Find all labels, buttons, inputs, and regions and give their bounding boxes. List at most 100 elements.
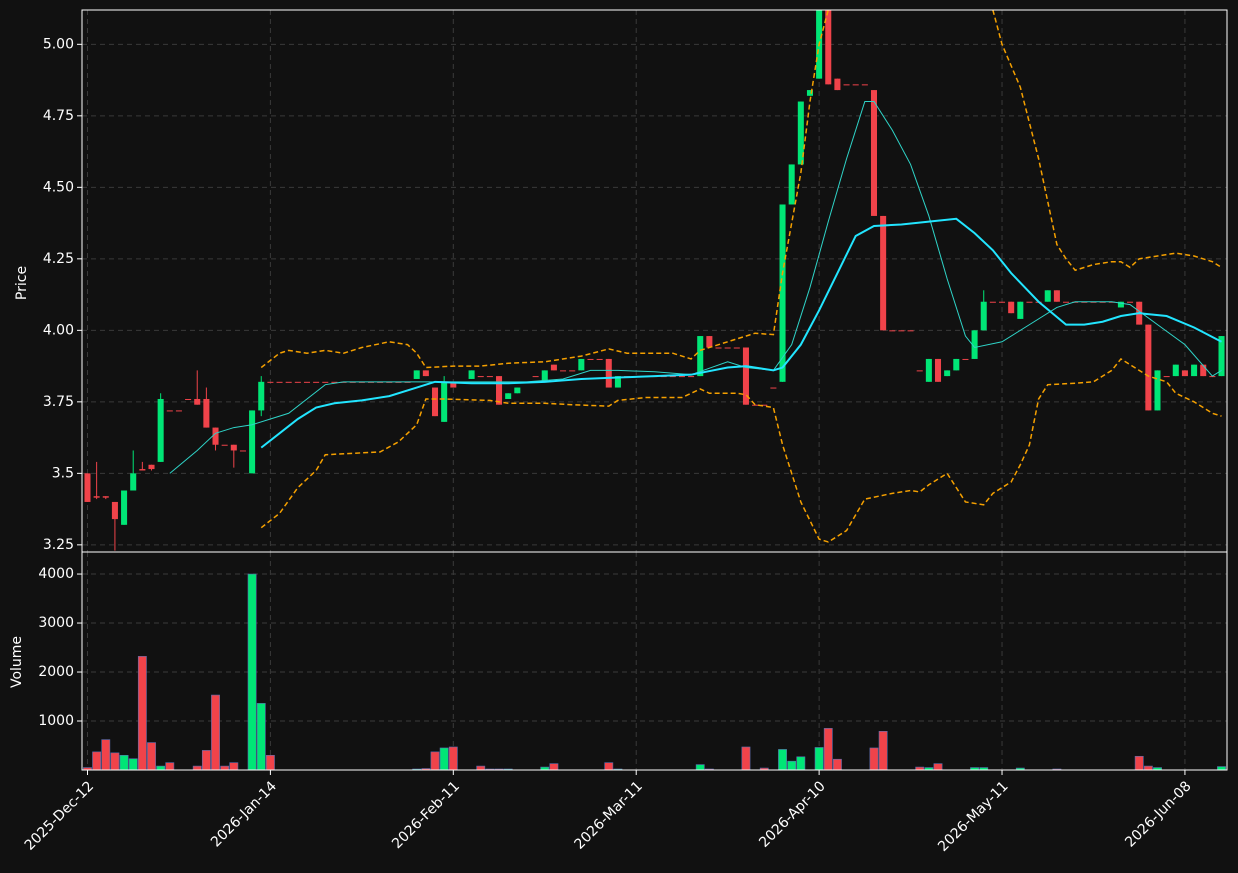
- candle-body: [1044, 290, 1051, 302]
- y-tick-label: 5.00: [43, 36, 74, 52]
- candle-body: [486, 376, 493, 378]
- volume-bar: [265, 755, 275, 771]
- candle-body: [971, 330, 978, 359]
- candle-body: [962, 358, 969, 360]
- candle-body: [999, 301, 1006, 303]
- volume-bar: [695, 764, 705, 771]
- candle-body: [560, 370, 567, 372]
- candle-body: [870, 90, 878, 216]
- candle-body: [313, 381, 320, 383]
- candle-body: [861, 84, 868, 86]
- candle-body: [697, 336, 704, 377]
- volume-bar: [1143, 765, 1153, 771]
- candle-body: [825, 10, 832, 85]
- candle-body: [596, 358, 603, 360]
- volume-bar: [430, 751, 440, 771]
- candle-body: [688, 376, 695, 378]
- candle-body: [230, 444, 237, 451]
- volume-axis-label: Volume: [9, 636, 25, 688]
- candle-body: [285, 381, 292, 383]
- y-tick-label: 4.00: [43, 322, 74, 338]
- y-axis-label: Price: [14, 266, 30, 300]
- volume-bar: [796, 756, 806, 771]
- candle-body: [175, 410, 182, 412]
- candle-body: [614, 376, 621, 388]
- candle-body: [477, 376, 484, 378]
- candle-body: [761, 404, 768, 406]
- y-tick-label: 4.50: [43, 179, 74, 195]
- volume-tick-label: 1000: [38, 713, 74, 729]
- candle-body: [880, 215, 887, 331]
- candle-body: [331, 381, 338, 383]
- volume-bar: [119, 755, 129, 771]
- candle-body: [678, 376, 685, 378]
- candle-body: [258, 381, 265, 411]
- volume-bar: [110, 752, 120, 771]
- candle-body: [980, 301, 987, 331]
- volume-bar: [787, 760, 797, 771]
- candle-body: [1026, 301, 1033, 303]
- volume-bar: [211, 694, 220, 771]
- candle-body: [843, 84, 850, 86]
- candle-body: [422, 370, 429, 377]
- candle-body: [1117, 301, 1124, 308]
- candle-body: [715, 347, 722, 349]
- candle-body: [770, 387, 777, 389]
- volume-bar: [101, 739, 111, 771]
- candle-body: [505, 393, 512, 399]
- volume-bar: [156, 765, 166, 771]
- candle-body: [1017, 301, 1024, 319]
- volume-bar: [476, 765, 486, 771]
- candle-body: [1063, 301, 1070, 303]
- candle-body: [916, 370, 923, 372]
- volume-bar: [778, 749, 787, 771]
- candle-body: [203, 398, 210, 428]
- candle-body: [194, 398, 201, 405]
- candle-body: [450, 381, 457, 388]
- volume-bar: [201, 750, 211, 771]
- price-plot: [84, 10, 1225, 551]
- candle-body: [468, 370, 475, 379]
- candle-body: [148, 464, 155, 470]
- candle-body: [121, 490, 128, 525]
- candle-body: [788, 164, 795, 205]
- volume-tick-label: 2000: [38, 664, 74, 680]
- candle-body: [578, 358, 585, 371]
- volume-bar: [869, 747, 879, 771]
- candle-body: [431, 387, 439, 417]
- candle-body: [587, 358, 594, 360]
- volume-bar: [741, 746, 751, 771]
- candle-body: [1154, 370, 1161, 411]
- candle-body: [441, 381, 448, 422]
- candle-body: [569, 370, 576, 372]
- y-tick-label: 3.75: [43, 394, 74, 410]
- candle-body: [1181, 370, 1188, 377]
- candle-body: [166, 410, 173, 412]
- volume-bar: [832, 758, 842, 771]
- indicator-line: [260, 357, 1222, 543]
- candle-body: [1127, 301, 1134, 303]
- volume-bar: [128, 758, 138, 771]
- candle-body: [898, 330, 905, 332]
- candle-body: [111, 501, 118, 520]
- candle-body: [249, 410, 256, 474]
- candle-body: [1191, 364, 1198, 377]
- y-tick-label: 4.25: [43, 251, 74, 267]
- candle-body: [532, 376, 539, 378]
- candle-body: [1145, 324, 1152, 411]
- candle-body: [944, 370, 951, 377]
- candle-body: [496, 376, 503, 405]
- volume-frame: [81, 551, 1228, 771]
- volume-bar: [137, 656, 147, 771]
- volume-bar: [878, 730, 888, 771]
- candle-body: [934, 358, 942, 382]
- candle-body: [212, 427, 219, 445]
- candle-body: [852, 84, 859, 86]
- candle-body: [889, 330, 896, 332]
- volume-bar: [933, 763, 943, 771]
- candle-body: [953, 358, 960, 371]
- candle-body: [669, 376, 676, 378]
